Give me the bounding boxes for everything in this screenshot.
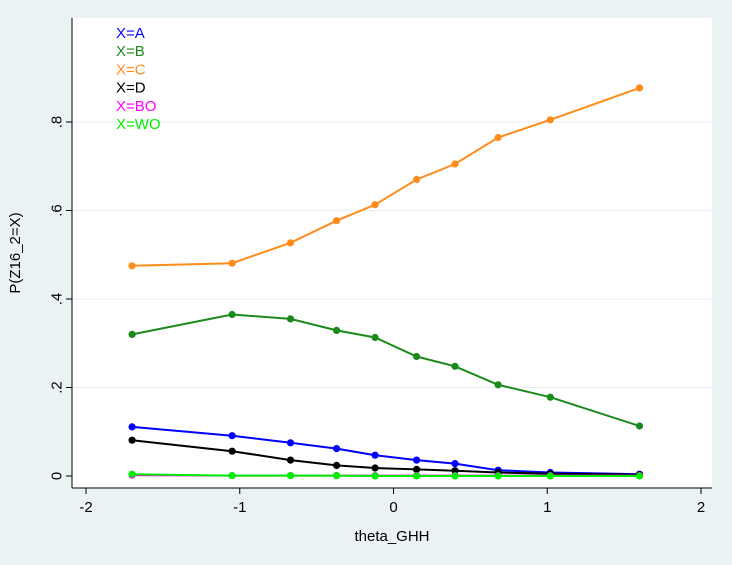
legend-item-x-wo: X=WO [116,116,161,133]
data-point-x-c [371,201,379,209]
legend-item-x-b: X=B [116,43,145,60]
data-point-x-d [413,465,421,473]
series-line-x-a [132,425,640,476]
data-point-x-c [333,217,341,225]
data-point-x-wo [635,472,644,480]
data-point-x-c [128,262,136,270]
series-line-x-wo [132,473,640,477]
data-point-x-wo [494,472,502,480]
x-axis-title: theta_GHH [354,528,429,545]
data-point-x-b [286,315,295,323]
data-point-x-wo [546,472,554,480]
data-point-x-wo [286,472,295,480]
data-point-x-b [333,326,341,334]
data-point-x-c [228,259,236,267]
grid [72,121,712,388]
data-point-x-a [413,456,421,464]
series-line-x-d [131,439,640,476]
legend-item-x-d: X=D [116,80,146,97]
series-line-x-c [132,86,640,267]
data-point-x-a [451,460,459,468]
legend-item-x-c: X=C [116,61,146,78]
data-point-x-wo [333,472,341,480]
data-point-x-a [286,439,295,447]
data-point-x-c [413,175,421,184]
data-point-x-c [286,239,295,247]
data-point-x-d [128,436,136,444]
x-tick-label: -1 [233,499,246,516]
data-point-x-b [451,362,459,370]
y-tick-label: .2 [48,381,65,394]
y-tick-label: .8 [48,116,65,129]
y-tick-label: .4 [48,293,65,306]
data-point-x-d [333,461,341,469]
data-point-x-wo [371,472,379,480]
x-tick-label: -2 [79,499,92,516]
data-point-x-b [546,393,554,401]
data-point-x-c [451,160,459,168]
data-point-x-wo [228,472,236,480]
data-point-x-a [228,432,236,440]
data-point-x-a [333,445,341,453]
data-point-x-d [371,464,379,472]
y-axis-title: P(Z16_2=X) [7,212,24,293]
data-point-x-a [371,451,379,459]
data-point-x-c [546,116,554,124]
plot-area [72,18,712,488]
data-point-x-d [228,447,236,455]
data-point-x-d [286,456,295,464]
data-point-x-c [635,84,644,92]
data-point-x-b [371,333,379,342]
axes: 0 .2 .4 .6 .8 -2 -1 0 1 2 [48,18,712,516]
data-point-x-b [635,422,644,430]
data-point-x-wo [413,472,421,480]
data-point-x-wo [128,470,136,478]
data-point-x-a [128,423,136,431]
legend-item-x-a: X=A [116,25,145,42]
legend-item-x-bo: X=BO [116,98,156,115]
x-tick-label: 1 [543,499,551,516]
data-point-x-b [228,310,236,319]
data-point-x-wo [451,472,459,480]
data-point-x-b [413,352,421,361]
legend: X=AX=BX=C X=DX=BOX=WO [116,25,161,133]
data-point-x-b [128,330,136,338]
series-line-x-b [131,313,640,427]
x-tick-label: 0 [389,499,397,516]
y-tick-label: 0 [48,472,65,480]
y-tick-label: .6 [48,204,65,217]
x-tick-label: 2 [697,499,705,516]
series-layer [128,84,644,480]
data-point-x-c [494,133,502,142]
data-point-x-b [494,381,502,389]
